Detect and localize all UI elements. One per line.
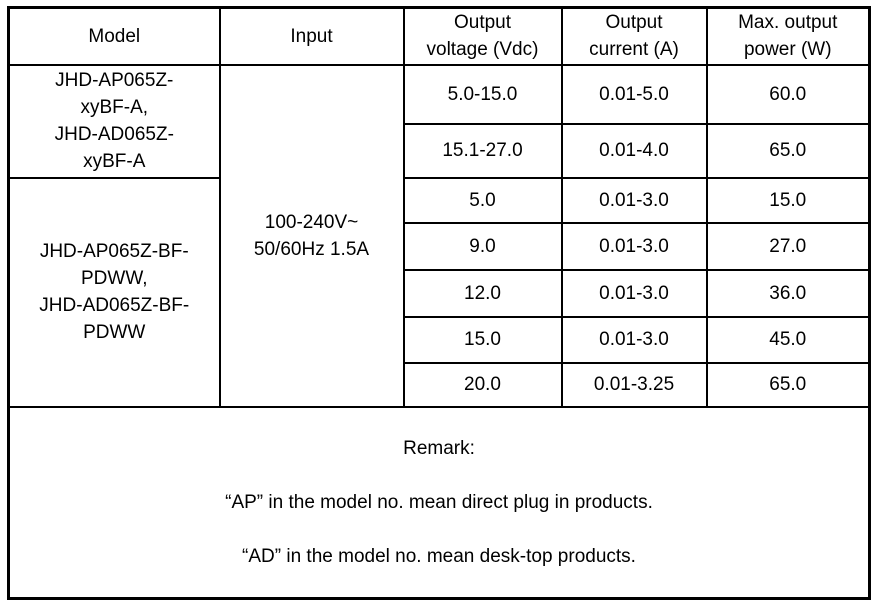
current-cell: 0.01-5.0 — [560, 63, 708, 125]
header-input: Input — [218, 6, 405, 66]
table-row: 9.0 0.01-3.0 27.0 — [9, 221, 871, 271]
remark-cell: Remark: “AP” in the model no. mean direc… — [7, 405, 871, 599]
current-cell: 0.01-3.0 — [560, 268, 708, 318]
header-max-output-power: Max. output power (W) — [705, 6, 871, 66]
current-cell: 0.01-4.0 — [560, 122, 708, 179]
power-spec-table: Model Input Output voltage (Vdc) Output … — [7, 6, 871, 600]
remark-title: Remark: — [403, 437, 475, 459]
remark-row: Remark: “AP” in the model no. mean direc… — [7, 405, 871, 599]
table-row: 20.0 0.01-3.25 65.0 — [9, 361, 871, 408]
voltage-cell: 15.1-27.0 — [402, 122, 563, 179]
table-row: 15.0 0.01-3.0 45.0 — [9, 315, 871, 364]
power-cell: 65.0 — [705, 122, 871, 179]
current-cell: 0.01-3.25 — [560, 361, 708, 408]
current-cell: 0.01-3.0 — [560, 176, 708, 224]
voltage-cell: 15.0 — [402, 315, 563, 364]
header-output-voltage: Output voltage (Vdc) — [402, 6, 563, 66]
voltage-cell: 9.0 — [402, 221, 563, 271]
header-output-current: Output current (A) — [560, 6, 708, 66]
model-group-1-cell: JHD-AP065Z- xyBF-A, JHD-AD065Z- xyBF-A — [7, 63, 221, 179]
voltage-cell: 20.0 — [402, 361, 563, 408]
input-cell: 100-240V~ 50/60Hz 1.5A — [218, 63, 405, 408]
power-cell: 60.0 — [705, 63, 871, 125]
remark-line-ad: “AD” in the model no. mean desk-top prod… — [242, 545, 636, 567]
power-cell: 27.0 — [705, 221, 871, 271]
table-row: 15.1-27.0 0.01-4.0 65.0 — [9, 122, 871, 179]
table-header-row: Model Input Output voltage (Vdc) Output … — [7, 6, 871, 66]
remark-line-ap: “AP” in the model no. mean direct plug i… — [225, 491, 653, 513]
voltage-cell: 5.0-15.0 — [402, 63, 563, 125]
power-cell: 36.0 — [705, 268, 871, 318]
spec-sheet-page: Model Input Output voltage (Vdc) Output … — [7, 6, 871, 600]
current-cell: 0.01-3.0 — [560, 315, 708, 364]
table-row: JHD-AP065Z-BF- PDWW, JHD-AD065Z-BF- PDWW… — [7, 176, 871, 408]
voltage-cell: 5.0 — [402, 176, 563, 224]
power-cell: 15.0 — [705, 176, 871, 224]
current-cell: 0.01-3.0 — [560, 221, 708, 271]
model-group-2-cell: JHD-AP065Z-BF- PDWW, JHD-AD065Z-BF- PDWW — [7, 176, 221, 408]
power-cell: 65.0 — [705, 361, 871, 408]
table-row: JHD-AP065Z- xyBF-A, JHD-AD065Z- xyBF-A 1… — [7, 63, 871, 408]
table-row: 12.0 0.01-3.0 36.0 — [9, 268, 871, 318]
voltage-cell: 12.0 — [402, 268, 563, 318]
power-cell: 45.0 — [705, 315, 871, 364]
header-model: Model — [7, 6, 221, 66]
